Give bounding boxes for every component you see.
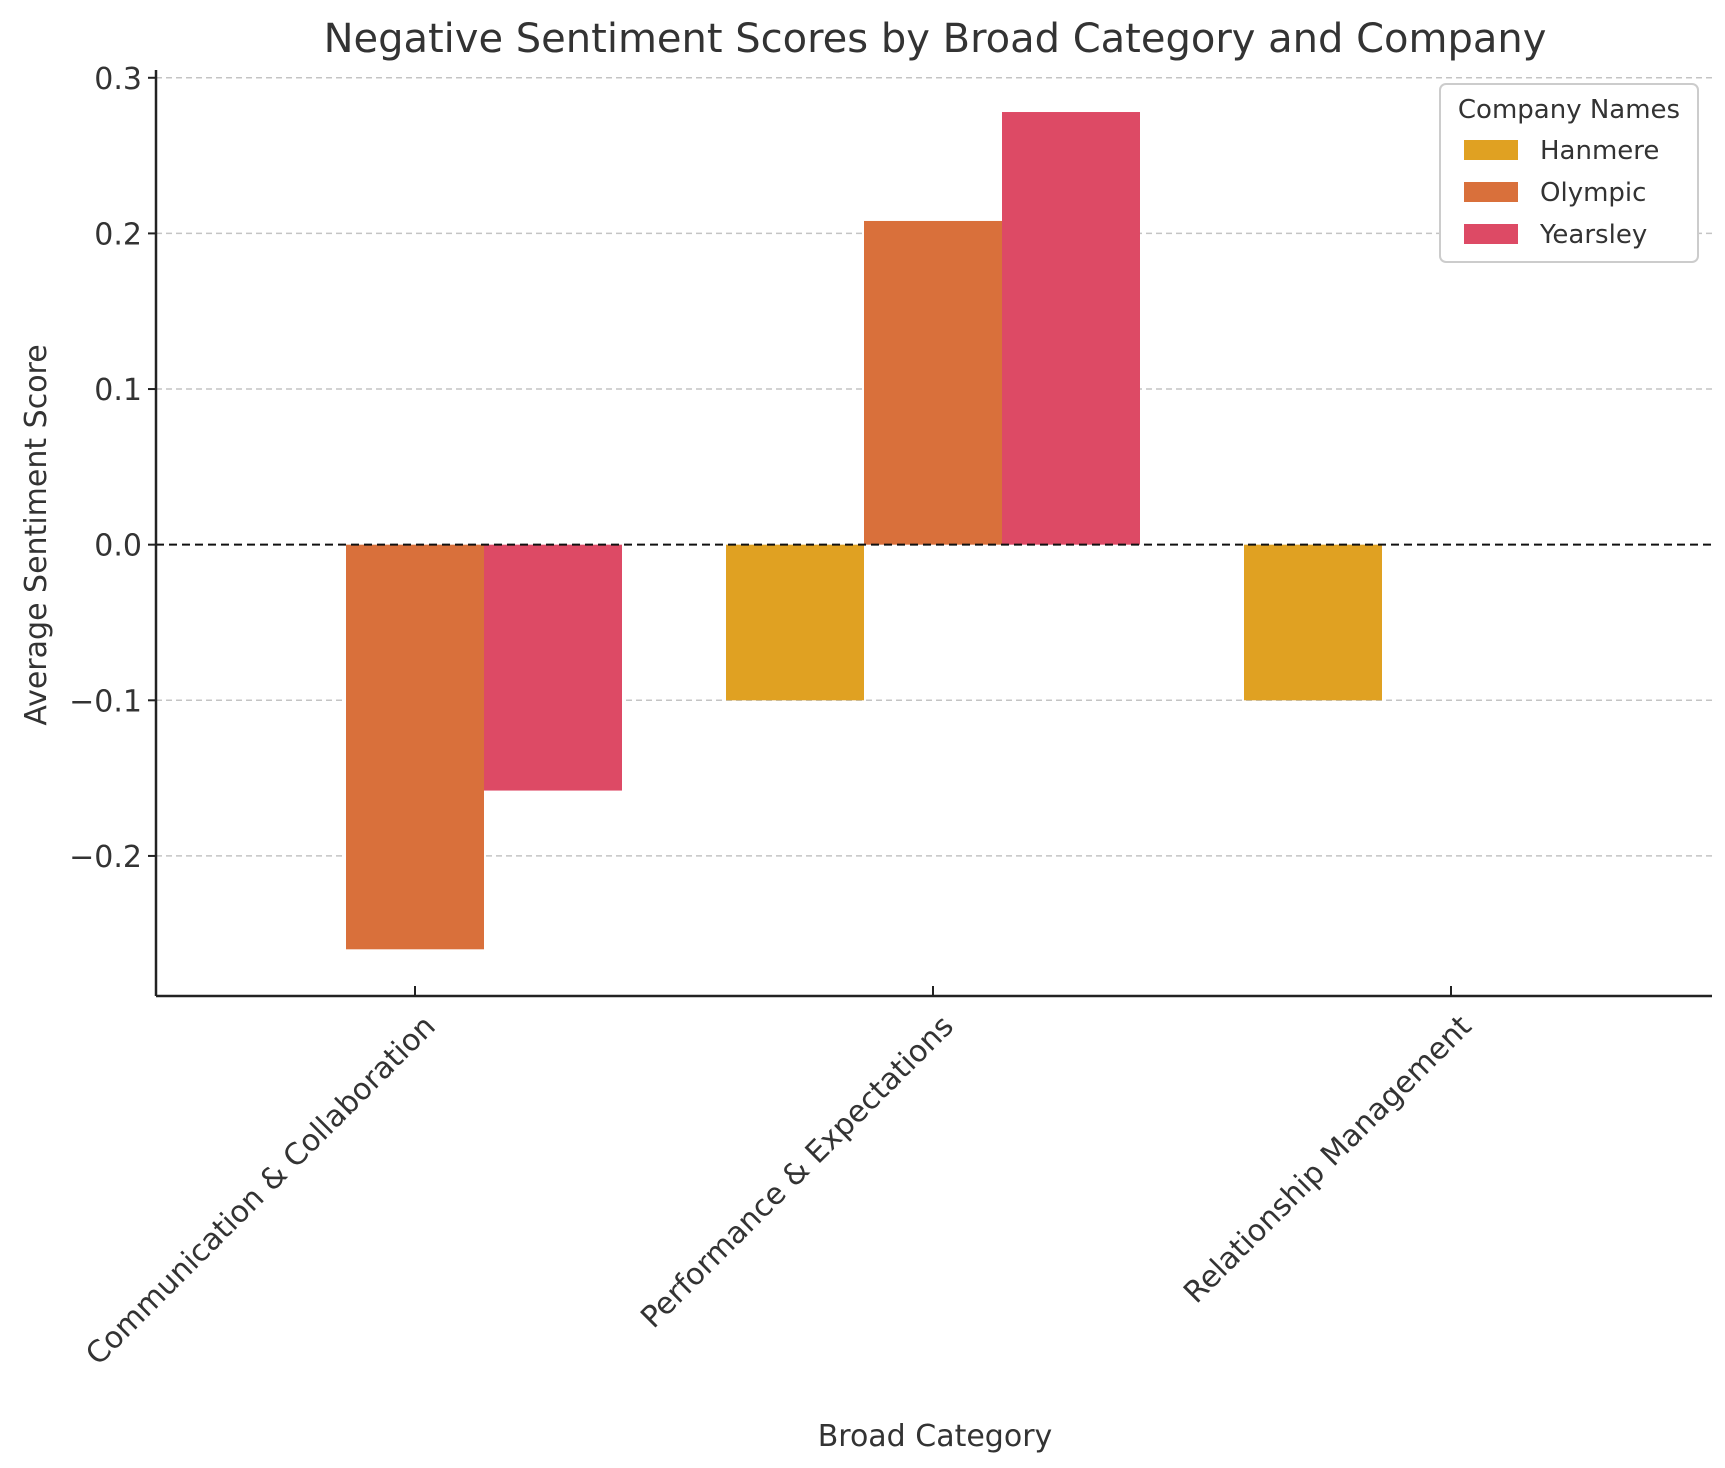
legend-frame bbox=[1439, 83, 1699, 263]
legend-items: Hanmere Olympic Yearsley bbox=[1464, 136, 1659, 250]
tick-labels: −0.2 −0.1 0.0 0.1 0.2 0.3 Communication & Coll… bbox=[69, 62, 1479, 1372]
chart-title: Negative Sentiment Scores by Broad Categ… bbox=[324, 16, 1547, 62]
x-tick-label: Communication & Collaboration bbox=[79, 1009, 442, 1372]
y-tick-label: −0.2 bbox=[69, 840, 142, 875]
y-axis-label: Average Sentiment Score bbox=[19, 344, 54, 725]
y-tick-label: 0.2 bbox=[94, 217, 142, 252]
legend-swatch-hanmere bbox=[1464, 140, 1518, 160]
legend-label-hanmere: Hanmere bbox=[1540, 136, 1659, 166]
bar-yearsley-1[interactable] bbox=[1002, 112, 1140, 545]
y-tick-label: 0.0 bbox=[94, 529, 142, 564]
bar-hanmere-1[interactable] bbox=[726, 544, 864, 701]
x-tick-label: Performance & Expectations bbox=[634, 1009, 960, 1335]
y-tick-label: 0.1 bbox=[94, 373, 142, 408]
bar-olympic-0[interactable] bbox=[346, 544, 484, 950]
axes bbox=[148, 70, 1712, 998]
x-axis-label: Broad Category bbox=[818, 1419, 1053, 1454]
y-tick-label: 0.3 bbox=[94, 62, 142, 97]
bar-hanmere-2[interactable] bbox=[1244, 544, 1382, 701]
x-tick-label: Relationship Management bbox=[1177, 1009, 1479, 1311]
legend-swatch-yearsley bbox=[1464, 224, 1518, 244]
legend-swatch-olympic bbox=[1464, 182, 1518, 202]
legend[interactable]: Company Names Hanmere Olympic Yearsley bbox=[1439, 83, 1699, 263]
bar-olympic-1[interactable] bbox=[864, 220, 1002, 545]
legend-label-olympic: Olympic bbox=[1540, 178, 1646, 208]
bar-yearsley-0[interactable] bbox=[484, 544, 622, 791]
bars bbox=[346, 112, 1382, 950]
y-tick-label: −0.1 bbox=[69, 684, 142, 719]
legend-label-yearsley: Yearsley bbox=[1539, 220, 1647, 250]
legend-title: Company Names bbox=[1458, 95, 1680, 125]
